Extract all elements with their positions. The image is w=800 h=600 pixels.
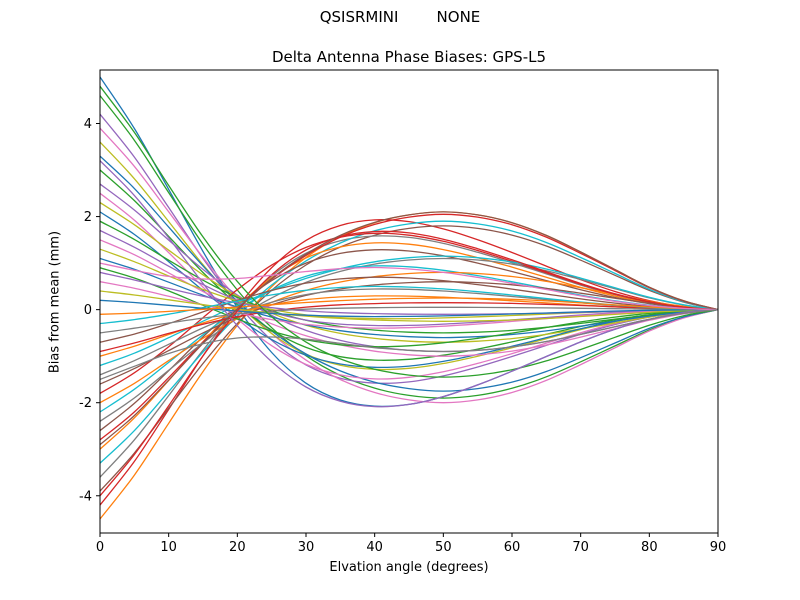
x-tick-label: 10 <box>160 540 177 555</box>
bias-curve <box>100 235 718 478</box>
x-tick-label: 0 <box>96 540 104 555</box>
bias-curve <box>100 249 718 432</box>
bias-curve <box>100 299 718 318</box>
bias-curve <box>100 201 718 343</box>
x-tick-label: 80 <box>641 540 658 555</box>
bias-curve <box>100 213 718 441</box>
chart-title: Delta Antenna Phase Biases: GPS-L5 <box>271 48 547 66</box>
bias-curve <box>100 141 718 371</box>
axes-box <box>99 69 719 534</box>
y-axis-label: Bias from mean (mm) <box>47 230 63 374</box>
x-tick-label: 40 <box>366 540 383 555</box>
bias-curve <box>100 155 718 392</box>
y-tick-label: 4 <box>84 117 92 132</box>
bias-curve <box>100 169 718 361</box>
bias-curve <box>100 160 718 408</box>
bias-curve <box>100 302 718 353</box>
bias-curve <box>100 306 718 334</box>
x-tick-label: 20 <box>229 540 246 555</box>
y-tick-label: 2 <box>84 210 92 225</box>
bias-curve <box>100 290 718 322</box>
bias-curve <box>100 308 718 381</box>
x-tick-label: 70 <box>572 540 589 555</box>
x-tick-label: 50 <box>435 540 452 555</box>
bias-curve <box>100 113 718 384</box>
bias-curve <box>100 76 718 408</box>
bias-curve <box>100 225 718 492</box>
y-tick-label: -2 <box>79 396 92 411</box>
bias-curve <box>100 85 718 378</box>
y-tick-label: 0 <box>84 303 92 318</box>
bias-curve <box>100 127 718 404</box>
bias-curve <box>100 257 718 339</box>
x-tick-label: 90 <box>710 540 727 555</box>
x-tick-label: 30 <box>298 540 315 555</box>
bias-curve <box>100 255 718 367</box>
x-axis-label: Elvation angle (degrees) <box>329 560 489 575</box>
bias-curve <box>100 276 718 343</box>
bias-curve <box>100 220 718 334</box>
bias-curve <box>100 230 718 497</box>
bias-curve <box>100 297 718 315</box>
bias-curve <box>100 94 718 399</box>
bias-curve <box>100 220 718 464</box>
figure-suptitle: QSISRMINI NONE <box>319 8 481 26</box>
y-tick-label: -4 <box>79 489 92 504</box>
bias-curve <box>100 262 718 311</box>
x-tick-label: 60 <box>504 540 521 555</box>
bias-curve <box>100 281 718 385</box>
